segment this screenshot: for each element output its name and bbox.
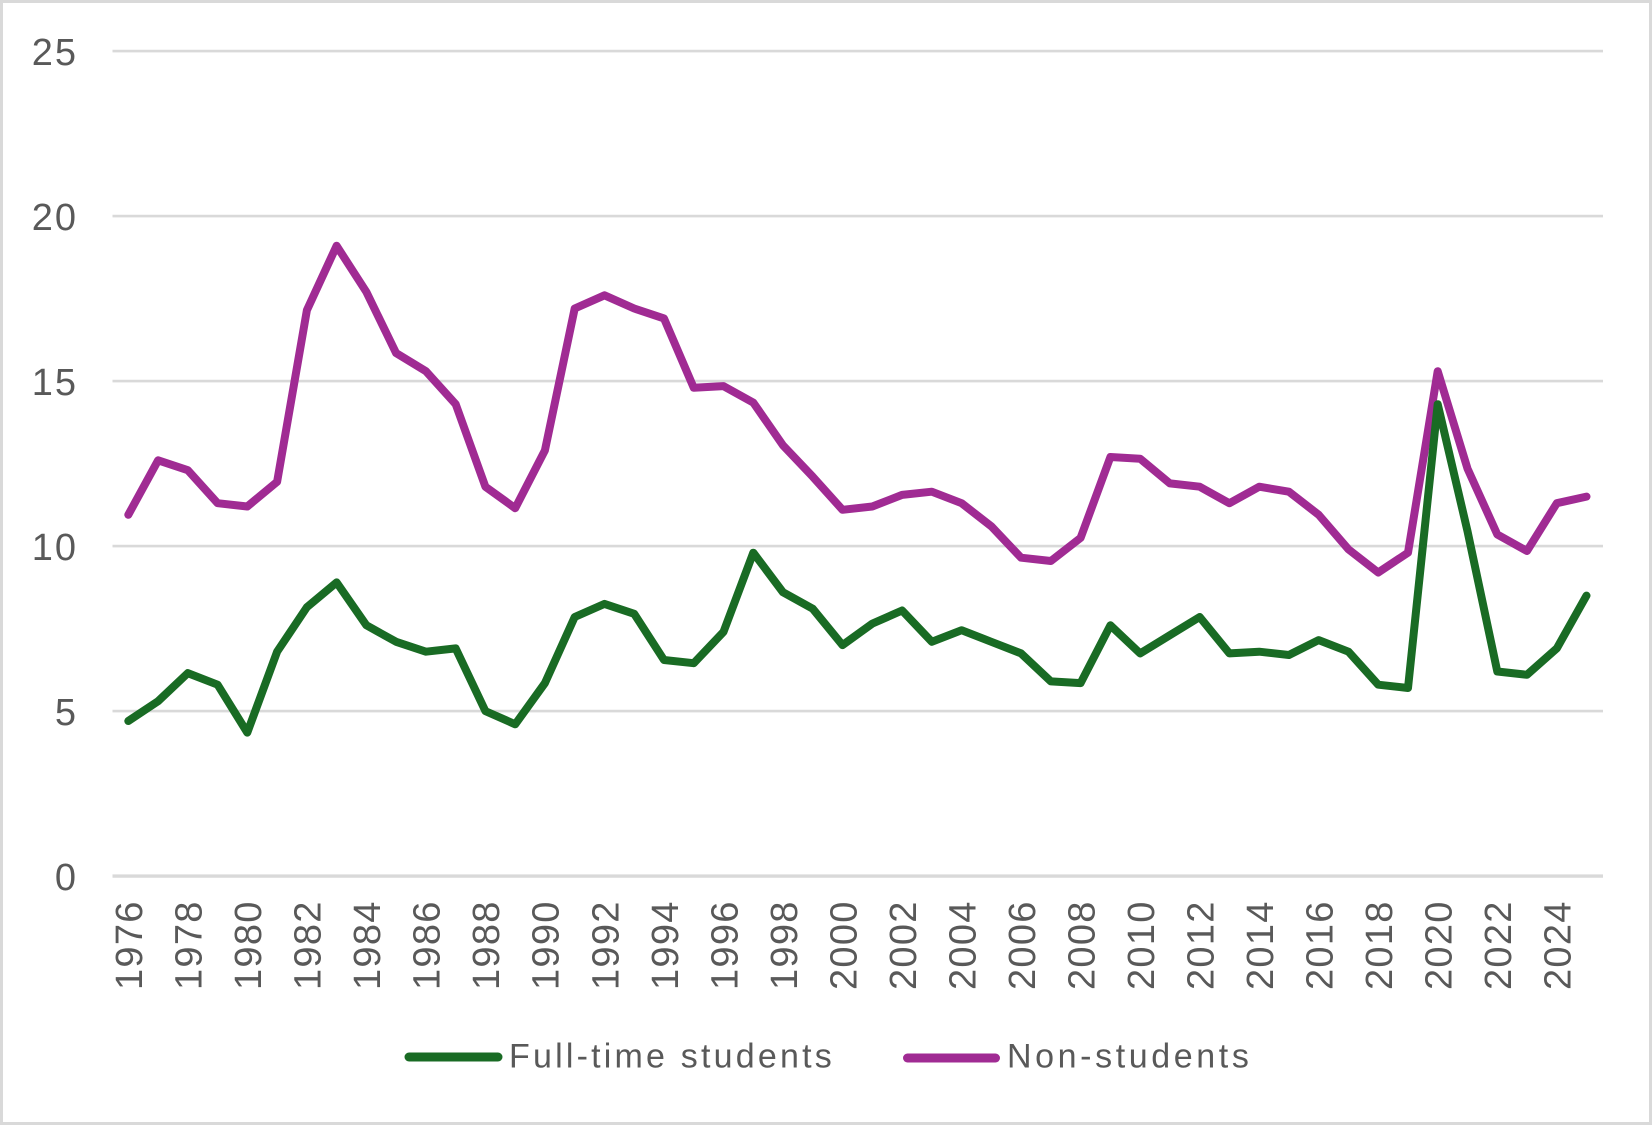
svg-text:1996: 1996 <box>704 900 746 990</box>
svg-text:1976: 1976 <box>109 900 151 990</box>
svg-text:1982: 1982 <box>288 900 330 990</box>
svg-text:1998: 1998 <box>764 900 806 990</box>
svg-text:2000: 2000 <box>823 900 865 990</box>
svg-text:2012: 2012 <box>1181 900 1223 990</box>
svg-text:20: 20 <box>32 197 78 239</box>
svg-text:1986: 1986 <box>407 900 449 990</box>
svg-text:Non-students: Non-students <box>1007 1038 1252 1076</box>
svg-text:2024: 2024 <box>1538 900 1580 990</box>
svg-text:15: 15 <box>32 362 78 404</box>
svg-text:2008: 2008 <box>1061 900 1103 990</box>
svg-text:2014: 2014 <box>1240 900 1282 990</box>
svg-text:5: 5 <box>55 692 78 734</box>
svg-text:1980: 1980 <box>228 900 270 990</box>
svg-text:1994: 1994 <box>645 900 687 990</box>
svg-text:2018: 2018 <box>1359 900 1401 990</box>
svg-text:1990: 1990 <box>526 900 568 990</box>
svg-text:10: 10 <box>32 527 78 569</box>
svg-text:2002: 2002 <box>883 900 925 990</box>
svg-text:2016: 2016 <box>1300 900 1342 990</box>
svg-text:25: 25 <box>32 32 78 74</box>
svg-text:2004: 2004 <box>942 900 984 990</box>
svg-text:2020: 2020 <box>1419 900 1461 990</box>
svg-text:1992: 1992 <box>585 900 627 990</box>
svg-text:1978: 1978 <box>169 900 211 990</box>
svg-text:1988: 1988 <box>466 900 508 990</box>
svg-text:Full-time students: Full-time students <box>509 1038 835 1076</box>
svg-text:2022: 2022 <box>1478 900 1520 990</box>
svg-text:2010: 2010 <box>1121 900 1163 990</box>
svg-text:1984: 1984 <box>347 900 389 990</box>
svg-text:2006: 2006 <box>1002 900 1044 990</box>
svg-text:0: 0 <box>55 857 78 899</box>
